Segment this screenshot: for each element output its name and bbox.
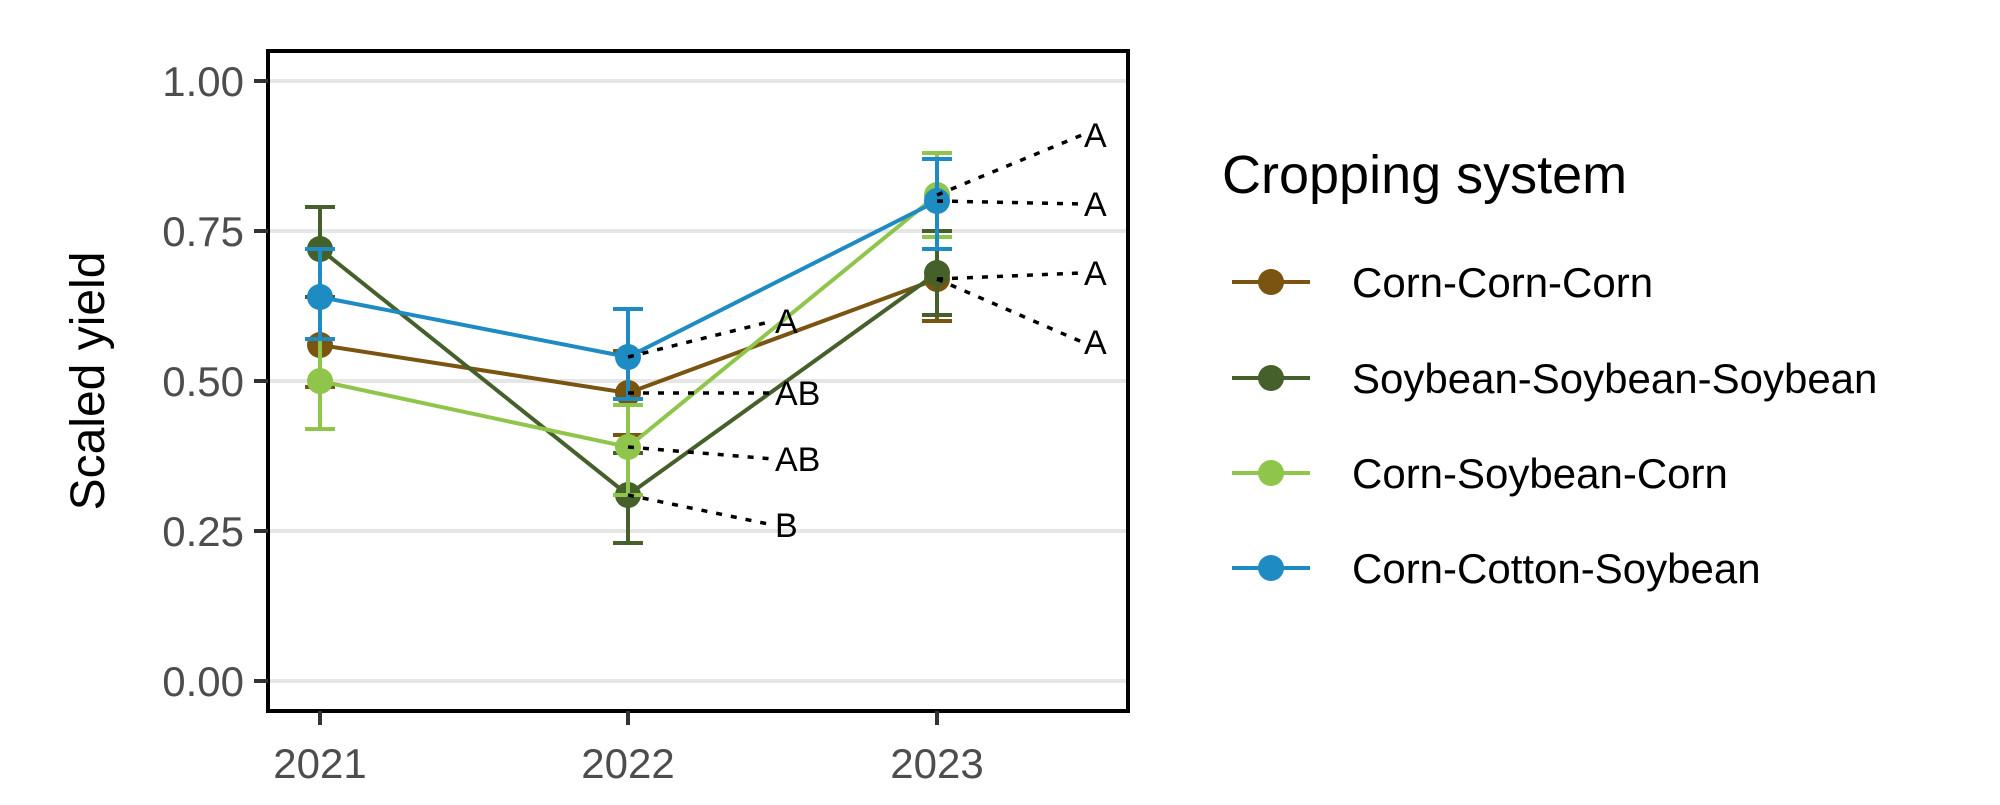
axis-layer: 0.00 0.25 0.50 0.75 1.00 2021 2022 2023 [162, 58, 983, 787]
y-axis-title: Scaled yield [62, 252, 115, 511]
significance-label: A [1084, 186, 1107, 224]
legend: Corn-Corn-Corn Soybean-Soybean-Soybean Cor… [1232, 259, 1877, 592]
legend-key-point [1258, 365, 1284, 391]
legend-label: Corn-Soybean-Corn [1352, 450, 1728, 497]
series-group [305, 157, 952, 401]
significance-label: B [775, 507, 798, 545]
legend-label: Corn-Cotton-Soybean [1352, 545, 1761, 592]
significance-label: A [1084, 255, 1107, 293]
y-tick-label: 0.75 [162, 208, 244, 255]
y-tick-label: 0.25 [162, 508, 244, 555]
legend-key-point [1258, 555, 1284, 581]
legend-label: Soybean-Soybean-Soybean [1352, 355, 1877, 402]
annotation-leader [936, 271, 1083, 281]
significance-label: AB [775, 441, 820, 479]
annotation-leader [627, 319, 774, 359]
data-point [924, 260, 950, 286]
annotation-leader [627, 493, 774, 527]
x-tick-label: 2021 [273, 740, 366, 787]
significance-label: A [1084, 117, 1107, 155]
annotation-leader [936, 199, 1083, 206]
series-layer [305, 151, 952, 545]
annotation-leader [627, 445, 774, 461]
grid-layer [268, 79, 1128, 683]
y-tick-label: 1.00 [162, 58, 244, 105]
y-tick-label: 0.50 [162, 358, 244, 405]
legend-label: Corn-Corn-Corn [1352, 259, 1653, 306]
y-tick-label: 0.00 [162, 658, 244, 705]
significance-label: AB [775, 375, 820, 413]
legend-key-point [1258, 269, 1284, 295]
annotation-leader [936, 277, 1083, 344]
legend-key-point [1258, 460, 1284, 486]
significance-label: A [775, 303, 798, 341]
x-tick-label: 2023 [890, 740, 983, 787]
data-point [307, 284, 333, 310]
x-tick-label: 2022 [581, 740, 674, 787]
legend-title: Cropping system [1222, 145, 1627, 205]
significance-label: A [1084, 324, 1107, 362]
annotation-leader [936, 133, 1083, 197]
data-point [307, 368, 333, 394]
